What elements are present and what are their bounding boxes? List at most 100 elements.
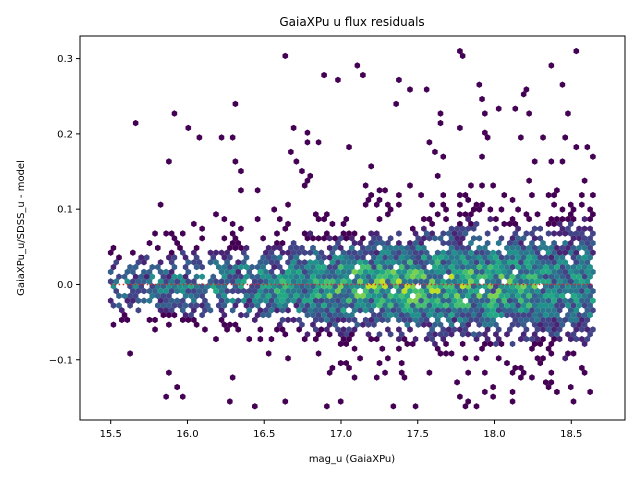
hexbin-cell <box>509 273 516 280</box>
hexbin-cell <box>279 307 286 314</box>
hexbin-cell <box>357 297 363 304</box>
hexbin-cell <box>235 268 241 276</box>
hexbin-cell <box>157 287 164 295</box>
hexbin-cell <box>213 287 219 295</box>
hexbin-cell <box>448 225 455 232</box>
hexbin-cell <box>504 311 510 319</box>
hexbin-cell <box>523 211 530 218</box>
hexbin-cell <box>484 307 491 314</box>
hexbin-cell <box>340 335 347 343</box>
hexbin-cell <box>271 292 277 300</box>
hexbin-cell <box>421 254 427 261</box>
hexbin-cell <box>504 273 510 280</box>
hexbin-cell <box>404 273 410 280</box>
hexbin-cell <box>171 110 178 117</box>
hexbin-cell <box>512 364 519 372</box>
hexbin-cell <box>107 278 114 285</box>
hexbin-cell <box>434 259 441 266</box>
hexbin-cell <box>526 254 532 261</box>
hexbin-cell <box>423 287 430 295</box>
hexbin-cell <box>274 259 280 266</box>
hexbin-cell <box>210 254 216 261</box>
hexbin-cell <box>107 297 114 304</box>
hexbin-cell <box>415 273 422 280</box>
hexbin-cell <box>346 335 352 343</box>
hexbin-cell <box>360 292 366 300</box>
hexbin-cell <box>152 316 158 324</box>
hexbin-cell <box>501 220 507 228</box>
hexbin-cell <box>576 244 582 252</box>
hexbin-cell <box>185 287 192 295</box>
hexbin-cell <box>238 273 244 280</box>
hexbin-cell <box>570 273 577 280</box>
hexbin-cell <box>518 297 524 304</box>
hexbin-cell <box>509 235 516 242</box>
hexbin-cell <box>587 331 593 338</box>
hexbin-cell <box>185 316 192 324</box>
hexbin-cell <box>468 220 474 228</box>
hexbin-cell <box>457 307 463 314</box>
hexbin-cell <box>188 311 194 319</box>
hexbin-cell <box>135 307 142 314</box>
hexbin-cell <box>440 326 446 333</box>
hexbin-cell <box>293 263 300 271</box>
hexbin-cell <box>301 335 308 343</box>
hexbin-cell <box>434 211 441 218</box>
hexbin-cell <box>271 206 277 213</box>
hexbin-cell <box>318 326 325 333</box>
hexbin-cell <box>407 182 413 189</box>
hexbin-cell <box>387 311 394 319</box>
hexbin-cell <box>299 292 305 300</box>
hexbin-cell <box>468 259 474 266</box>
hexbin-cell <box>554 263 560 271</box>
hexbin-cell <box>277 283 283 290</box>
hexbin-cell <box>324 307 330 314</box>
hexbin-cell <box>579 364 585 372</box>
hexbin-cell <box>199 263 205 271</box>
hexbin-cell <box>487 206 494 213</box>
hexbin-cell <box>421 225 427 232</box>
hexbin-cell <box>382 311 388 319</box>
hexbin-cell <box>335 278 341 285</box>
hexbin-cell <box>315 235 322 242</box>
hexbin-cell <box>448 311 455 319</box>
hexbin-cell <box>296 259 302 266</box>
hexbin-cell <box>581 292 588 300</box>
hexbin-cell <box>523 278 530 285</box>
hexbin-cell <box>479 268 485 276</box>
hexbin-cell <box>349 311 355 319</box>
hexbin-cell <box>337 235 344 242</box>
hexbin-cell <box>332 263 338 271</box>
hexbin-cell <box>202 326 208 333</box>
hexbin-cell <box>157 268 164 276</box>
hexbin-cell <box>495 239 502 247</box>
hexbin-cell <box>440 249 446 256</box>
hexbin-cell <box>304 292 311 300</box>
hexbin-cell <box>526 263 532 271</box>
hexbin-cell <box>548 311 555 319</box>
hexbin-cell <box>371 244 377 252</box>
hexbin-cell <box>421 235 427 242</box>
hexbin-cell <box>548 340 555 348</box>
hexbin-cell <box>299 263 305 271</box>
hexbin-cell <box>446 297 452 304</box>
hexbin-cell <box>407 249 413 256</box>
x-tick-label: 17.0 <box>330 429 352 440</box>
hexbin-cell <box>545 259 552 266</box>
hexbin-cell <box>252 287 258 295</box>
hexbin-cell <box>290 316 297 324</box>
hexbin-cell <box>531 340 538 348</box>
hexbin-cell <box>382 273 388 280</box>
hexbin-cell <box>110 321 117 328</box>
hexbin-cell <box>351 326 358 333</box>
hexbin-cell <box>396 297 402 304</box>
hexbin-cell <box>573 278 580 285</box>
y-tick-label: 0.3 <box>57 54 73 65</box>
hexbin-cell <box>410 302 416 309</box>
hexbin-cell <box>446 230 452 237</box>
hexbin-cell <box>584 278 591 285</box>
hexbin-cell <box>543 302 549 309</box>
hexbin-cell <box>376 215 383 223</box>
hexbin-cell <box>459 263 466 271</box>
hexbin-cell <box>479 249 485 256</box>
